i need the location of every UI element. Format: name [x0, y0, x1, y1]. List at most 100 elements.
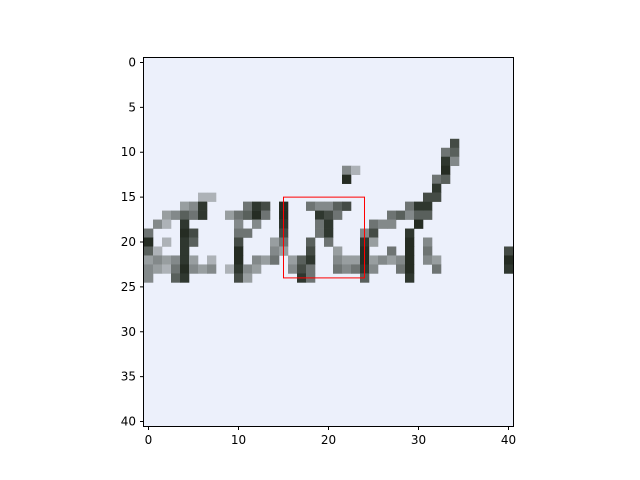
highlight-box: [283, 196, 365, 279]
ink-pixel: [432, 183, 442, 193]
ink-pixel: [234, 237, 244, 247]
ink-pixel: [207, 192, 217, 202]
ink-pixel: [243, 228, 253, 238]
ink-pixel: [189, 255, 199, 265]
ink-pixel: [252, 210, 262, 220]
ink-pixel: [432, 192, 442, 202]
y-tick-label: 20: [121, 235, 136, 249]
ink-pixel: [198, 192, 208, 202]
ink-pixel: [432, 264, 442, 274]
ink-pixel: [405, 237, 415, 247]
x-tick-label: 20: [321, 433, 336, 447]
ink-pixel: [333, 255, 343, 265]
ink-pixel: [396, 264, 406, 274]
ink-pixel: [189, 264, 199, 274]
ink-pixel: [351, 255, 361, 265]
ink-pixel: [261, 255, 271, 265]
ink-pixel: [369, 237, 379, 247]
ink-pixel: [243, 264, 253, 274]
ink-pixel: [234, 246, 244, 256]
x-tick-label: 40: [501, 433, 516, 447]
ink-pixel: [441, 156, 451, 167]
ink-pixel: [423, 210, 433, 220]
ink-pixel: [423, 255, 433, 265]
ink-pixel: [405, 201, 415, 211]
ink-pixel: [171, 255, 181, 265]
ink-pixel: [378, 255, 388, 265]
ink-pixel: [324, 210, 334, 220]
ink-pixel: [324, 219, 334, 229]
x-axis: 0 10 20 30 40: [145, 426, 516, 447]
ink-pixel: [189, 228, 199, 238]
ink-pixel: [405, 246, 415, 256]
ink-pixel: [288, 264, 298, 274]
ink-pixel: [432, 255, 442, 265]
ink-pixel: [414, 201, 424, 211]
ink-pixel: [144, 246, 154, 256]
ink-pixel: [153, 246, 163, 256]
ink-pixel: [189, 201, 199, 211]
ink-pixel: [198, 264, 208, 274]
ink-pixel: [441, 147, 451, 158]
ink-pixel: [405, 255, 415, 265]
y-tick-label: 5: [128, 100, 136, 114]
ink-pixel: [180, 210, 190, 220]
ink-pixel: [180, 201, 190, 211]
ink-pixel: [270, 237, 280, 247]
ink-pixel: [405, 264, 415, 274]
ink-pixel: [198, 210, 208, 220]
ink-pixel: [387, 210, 397, 220]
x-tick-label: 0: [145, 433, 153, 447]
ink-pixel: [333, 264, 343, 274]
ink-pixel: [252, 264, 262, 274]
ink-pixel: [171, 264, 181, 274]
ink-pixel: [414, 210, 424, 220]
ink-pixel: [162, 210, 172, 220]
ink-pixel: [306, 237, 316, 247]
ink-pixel: [180, 219, 190, 229]
ink-pixel: [378, 219, 388, 229]
ink-pixel: [171, 273, 181, 283]
ink-pixel: [153, 255, 163, 265]
ink-pixel: [180, 255, 190, 265]
ink-pixel: [261, 210, 271, 220]
ink-pixel: [144, 264, 154, 274]
ink-pixel: [441, 165, 451, 175]
ink-pixel: [396, 255, 406, 265]
ink-pixel: [342, 264, 352, 274]
ink-pixel: [405, 210, 415, 220]
ink-pixel: [288, 255, 298, 265]
ink-pixel: [180, 237, 190, 247]
ink-pixel: [144, 273, 154, 283]
ink-pixel: [234, 273, 244, 283]
ink-pixel: [369, 228, 379, 238]
ink-pixel: [315, 219, 325, 229]
ink-pixel: [450, 138, 460, 149]
ink-pixel: [369, 264, 379, 274]
ink-pixel: [180, 228, 190, 238]
y-tick-label: 30: [121, 325, 136, 339]
ink-pixel: [225, 264, 235, 274]
ink-pixel: [153, 264, 163, 274]
ink-pixel: [405, 228, 415, 238]
ink-pixel: [351, 264, 361, 274]
ink-pixel: [369, 255, 379, 265]
ink-pixel: [387, 255, 397, 265]
ink-pixel: [144, 237, 154, 247]
ink-pixel: [243, 210, 253, 220]
ink-pixel: [207, 264, 217, 274]
ink-pixel: [234, 210, 244, 220]
ink-pixel: [333, 201, 343, 211]
ink-pixel: [189, 237, 199, 247]
ink-pixel: [315, 210, 325, 220]
ink-pixel: [306, 255, 316, 265]
ink-pixel: [324, 201, 334, 211]
ink-pixel: [324, 228, 334, 238]
ink-pixel: [252, 219, 262, 229]
y-tick-label: 15: [121, 190, 136, 204]
ink-pixel: [423, 246, 433, 256]
ink-pixel: [504, 255, 514, 265]
ink-pixel: [225, 210, 235, 220]
ink-pixel: [234, 264, 244, 274]
x-tick-label: 30: [411, 433, 426, 447]
